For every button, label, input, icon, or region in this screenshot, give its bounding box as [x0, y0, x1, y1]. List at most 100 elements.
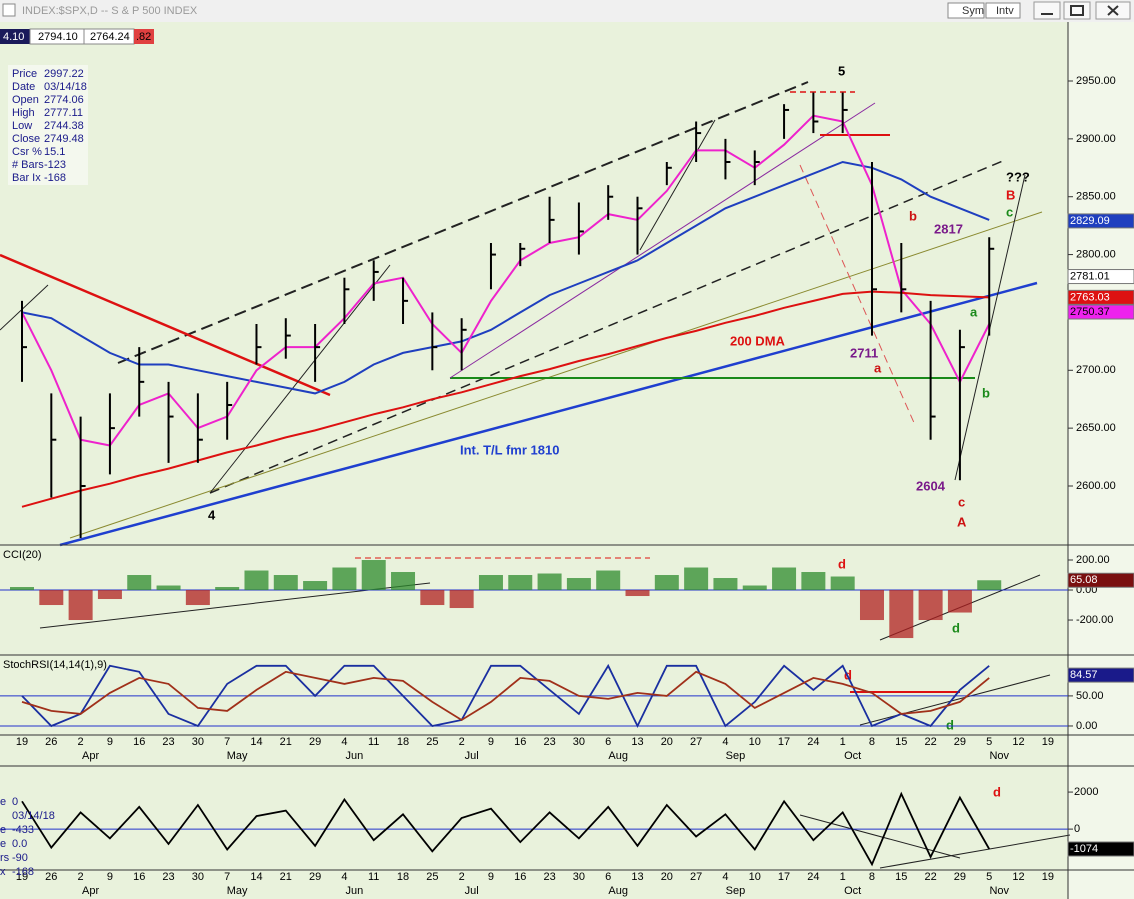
- x-tick-label: 15: [895, 871, 907, 883]
- last-value-box: [1067, 269, 1134, 285]
- x-tick-label: 19: [16, 736, 28, 748]
- x-tick-label: 20: [661, 736, 673, 748]
- x-tick-label: 9: [107, 871, 113, 883]
- annotation: A: [957, 514, 967, 529]
- x-tick-label: 1: [840, 736, 846, 748]
- cci-bar: [478, 575, 503, 591]
- last-value-box: [1067, 289, 1134, 305]
- x-tick-label: 19: [16, 871, 28, 883]
- x-month-label: May: [227, 885, 248, 897]
- x-month-label: Jun: [346, 885, 364, 897]
- x-tick-label: 9: [488, 871, 494, 883]
- cci-bar: [68, 590, 93, 621]
- x-tick-label: 18: [397, 736, 409, 748]
- x-tick-label: 23: [162, 736, 174, 748]
- info-label: Low: [12, 120, 32, 132]
- x-tick-label: 2: [459, 736, 465, 748]
- toolbar-value: 2764.24: [90, 31, 130, 43]
- x-tick-label: 25: [426, 736, 438, 748]
- sym-label[interactable]: Sym: [962, 5, 984, 17]
- x-tick-label: 14: [250, 736, 262, 748]
- x-tick-label: 30: [192, 736, 204, 748]
- x-month-label: Jul: [465, 750, 479, 762]
- x-tick-label: 30: [573, 736, 585, 748]
- cci-bar: [185, 590, 210, 606]
- x-month-label: Oct: [844, 885, 861, 897]
- series-line: [21, 663, 990, 729]
- info-label: Close: [12, 133, 40, 145]
- x-tick-label: 30: [573, 871, 585, 883]
- cci-bar: [391, 572, 416, 591]
- x-tick-label: 20: [661, 871, 673, 883]
- last-value-box: [1067, 841, 1134, 857]
- trend-line: [799, 164, 916, 426]
- last-value-label: 2781.01: [1070, 270, 1110, 282]
- series-line: [21, 791, 990, 867]
- cci-bar: [449, 590, 474, 609]
- cci-bar: [859, 590, 884, 621]
- info-label: Csr %: [12, 146, 42, 158]
- annotation: Int. T/L fmr 1810: [460, 442, 559, 457]
- sym-button[interactable]: [947, 2, 985, 19]
- cci-bar: [508, 575, 533, 591]
- y-tick-label: 2850.00: [1076, 191, 1116, 203]
- x-month-label: Jun: [346, 750, 364, 762]
- x-tick-label: 19: [1042, 871, 1054, 883]
- info-label: Bar Ix: [12, 172, 41, 184]
- trend-line: [639, 119, 716, 251]
- x-tick-label: 1: [840, 871, 846, 883]
- x-tick-label: 14: [250, 871, 262, 883]
- info-label: High: [12, 107, 35, 119]
- x-tick-label: 26: [45, 736, 57, 748]
- y-tick-label: -200.00: [1076, 614, 1113, 626]
- last-value-label: -1074: [1070, 843, 1098, 855]
- series-line: [21, 670, 990, 722]
- x-month-label: Apr: [82, 750, 99, 762]
- x-tick-label: 7: [224, 871, 230, 883]
- info-text: x: [0, 866, 6, 878]
- toolbar-box: [0, 29, 30, 44]
- cci-bar: [596, 570, 621, 591]
- cci-bar: [977, 580, 1002, 591]
- x-tick-label: 13: [631, 871, 643, 883]
- x-tick-label: 24: [807, 871, 819, 883]
- annotation: d: [838, 556, 846, 571]
- maximize-button[interactable]: [1063, 1, 1091, 20]
- info-text: 0: [12, 796, 18, 808]
- x-tick-label: 8: [869, 871, 875, 883]
- info-text: e: [0, 796, 6, 808]
- stoch-trend-line: [859, 674, 1051, 726]
- intv-button[interactable]: [985, 2, 1021, 19]
- annotation: d: [952, 620, 960, 635]
- annotation: 200 DMA: [730, 333, 786, 348]
- window-title: INDEX:$SPX,D -- S & P 500 INDEX: [22, 5, 198, 17]
- x-tick-label: 10: [749, 871, 761, 883]
- last-value-label: 2829.09: [1070, 215, 1110, 227]
- intv-label[interactable]: Intv: [996, 5, 1014, 17]
- x-tick-label: 18: [397, 871, 409, 883]
- x-tick-label: 29: [309, 871, 321, 883]
- x-tick-label: 6: [605, 736, 611, 748]
- x-tick-label: 10: [749, 736, 761, 748]
- x-month-label: Nov: [989, 885, 1009, 897]
- annotation: 2711: [850, 345, 878, 360]
- annotation: a: [874, 360, 882, 375]
- channel-line: [117, 81, 809, 364]
- cci-bar: [127, 575, 152, 591]
- x-tick-label: 2: [78, 736, 84, 748]
- x-tick-label: 29: [954, 871, 966, 883]
- y-tick-label: 2900.00: [1076, 133, 1116, 145]
- x-tick-label: 19: [1042, 736, 1054, 748]
- maximize-icon: [1070, 5, 1084, 16]
- minimize-button[interactable]: [1033, 1, 1061, 20]
- y-tick-label: 2700.00: [1076, 364, 1116, 376]
- x-tick-label: 2: [459, 871, 465, 883]
- x-tick-label: 6: [605, 871, 611, 883]
- info-text: -433: [12, 824, 34, 836]
- info-text: -168: [12, 866, 34, 878]
- x-tick-label: 27: [690, 736, 702, 748]
- cci-bar: [215, 587, 240, 591]
- x-month-label: Nov: [989, 750, 1009, 762]
- x-month-label: Oct: [844, 750, 861, 762]
- last-value-label: 2750.37: [1070, 306, 1110, 318]
